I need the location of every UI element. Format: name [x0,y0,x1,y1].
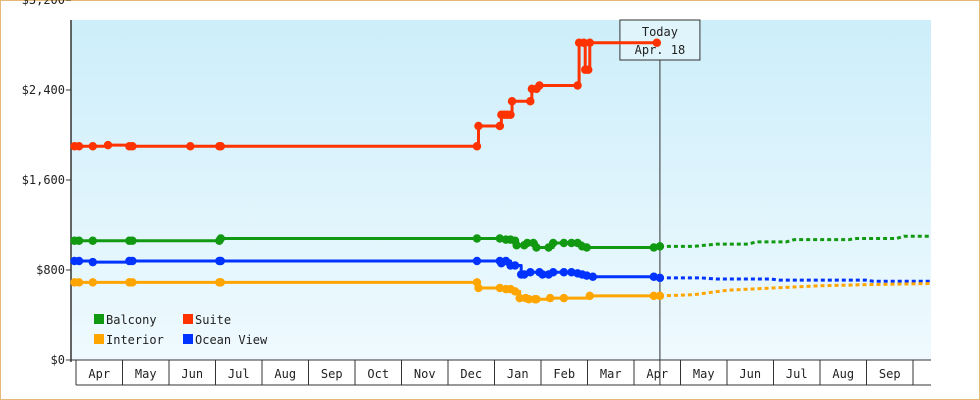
x-month-label: Apr [88,367,110,381]
x-month-label: Sep [321,367,343,381]
today-label: Today [642,25,678,39]
legend-label-interior: Interior [106,333,164,347]
data-point-balcony [88,236,97,245]
x-month-label: Oct [367,367,389,381]
data-point-balcony [548,238,558,248]
data-point-ocean-view [216,256,226,266]
data-point-suite [506,110,515,119]
data-point-suite [526,97,535,106]
data-point-interior [559,293,569,303]
y-tick-label: $3,200 [22,0,65,7]
x-axis: Apr May Jun Jul Aug Sep Oct Nov Dec Jan Feb Mar Apr M… [71,359,931,386]
y-tick-label: $0 [51,353,65,367]
data-point-suite [103,140,113,150]
data-point-suite [128,142,137,151]
data-point-interior [216,278,226,287]
data-point-ocean-view [548,268,558,277]
data-point-ocean-view [588,272,598,281]
data-point-balcony [216,234,226,243]
x-month-label: Aug [832,367,854,381]
x-month-label: Sep [879,367,901,381]
data-point-interior [510,287,520,296]
data-point-suite [585,38,594,47]
data-point-interior [532,295,541,304]
legend-swatch-suite [183,314,193,324]
data-point-suite [495,121,505,131]
data-point-suite [535,81,544,90]
x-month-label: Jan [507,367,529,381]
data-point-suite [186,142,195,151]
x-month-label: Apr [646,367,668,381]
data-point-suite [573,81,582,90]
data-point-interior [515,293,524,303]
x-month-label: Aug [274,367,296,381]
legend-label-suite: Suite [195,313,231,327]
data-point-suite [88,142,97,151]
x-month-label: May [693,367,715,381]
data-point-balcony [523,238,532,248]
data-point-suite [584,65,593,74]
data-point-interior [524,295,534,304]
x-month-label: Jun [739,367,761,381]
legend: Balcony Suite Interior Ocean View [94,313,268,347]
x-month-label: Nov [414,367,436,381]
data-point-balcony [532,243,541,252]
forecast-line-balcony [659,234,931,248]
data-point-suite [507,97,517,106]
data-point-ocean-view [88,257,97,267]
data-point-balcony [74,236,84,245]
data-point-suite [216,142,226,151]
legend-swatch-interior [94,334,104,344]
legend-swatch-balcony [94,314,104,324]
forecast-line-interior [659,282,932,298]
data-point-balcony [512,241,521,250]
x-month-label: Mar [600,367,622,381]
data-point-ocean-view [559,268,569,277]
data-point-ocean-view [74,256,84,266]
x-month-label: May [135,367,157,381]
data-point-interior [88,278,97,287]
legend-label-balcony: Balcony [106,313,157,327]
data-point-interior [74,278,84,287]
data-point-interior [585,291,594,301]
x-month-label: Feb [553,367,575,381]
data-point-suite [472,142,482,151]
data-point-ocean-view [472,256,482,266]
data-point-balcony [582,243,591,252]
y-tick-label: $1,600 [22,173,65,187]
y-tick-label: $800 [36,263,65,277]
data-point-suite [474,121,483,131]
data-point-ocean-view [128,256,137,266]
data-point-interior [474,283,483,293]
data-point-balcony [559,238,569,248]
x-month-label: Jul [786,367,808,381]
y-axis: $0 $800 $1,600 $2,400 $3,200 [22,0,72,367]
data-point-interior [649,291,659,301]
data-point-balcony [567,238,576,248]
data-point-interior [545,293,555,303]
data-point-ocean-view [510,261,520,270]
data-point-ocean-view [526,268,535,277]
data-point-suite [652,38,662,47]
data-point-interior [128,278,137,287]
series-lines [70,38,932,304]
data-point-balcony [128,236,137,245]
data-point-balcony [472,234,482,243]
legend-swatch-ocean-view [183,334,193,344]
x-month-label: Jul [228,367,250,381]
y-tick-label: $2,400 [22,83,65,97]
x-month-label: Jun [181,367,203,381]
legend-label-ocean-view: Ocean View [195,333,268,347]
forecast-line-ocean-view [659,276,931,283]
today-date-label: Apr. 18 [635,43,686,57]
data-point-ocean-view [538,270,547,279]
x-month-label: Dec [460,367,482,381]
data-point-suite [579,38,588,47]
data-point-suite [74,142,84,151]
plot-background [71,20,931,360]
